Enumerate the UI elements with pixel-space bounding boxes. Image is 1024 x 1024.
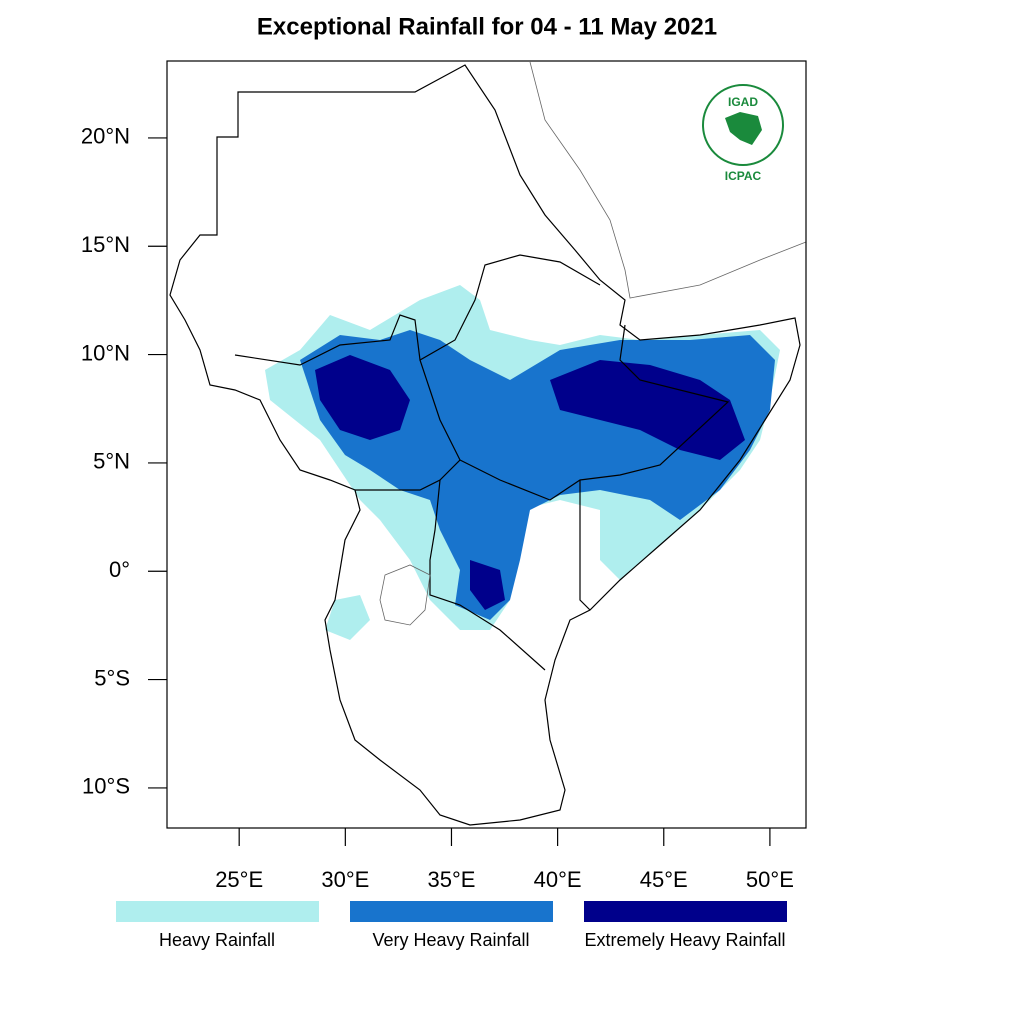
x-tick-label: 30°E <box>321 867 369 892</box>
legend-swatch <box>116 901 319 922</box>
extremely-heavy-rainfall-area <box>470 560 505 610</box>
extremely-heavy-rainfall-area <box>315 355 410 440</box>
y-tick-label: 15°N <box>81 232 130 257</box>
logo-org: ICPAC <box>725 169 762 183</box>
x-tick-label: 50°E <box>746 867 794 892</box>
country-border <box>355 359 461 491</box>
logo: IGAD ICPAC <box>702 84 784 183</box>
heavy-rainfall-area <box>325 595 370 640</box>
x-tick-label: 40°E <box>534 867 582 892</box>
y-tick-label: 10°S <box>82 774 130 799</box>
logo-africa <box>725 112 762 145</box>
x-tick-label: 45°E <box>640 867 688 892</box>
logo-name: IGAD <box>728 95 758 109</box>
y-tick-label: 5°N <box>93 449 130 474</box>
legend-label: Extremely Heavy Rainfall <box>584 930 785 950</box>
country-border <box>429 479 546 671</box>
coastline <box>169 64 801 826</box>
legend-label: Very Heavy Rainfall <box>372 930 529 950</box>
map-frame <box>166 60 807 829</box>
x-tick-label: 35°E <box>427 867 475 892</box>
lake-outline <box>379 564 431 626</box>
legend-label: Heavy Rainfall <box>159 930 275 950</box>
map-title: Exceptional Rainfall for 04 - 11 May 202… <box>257 13 717 40</box>
y-tick-label: 10°N <box>81 340 130 365</box>
rainfall <box>265 285 780 640</box>
extremely-heavy-rainfall-area <box>550 360 745 460</box>
red-sea-coast <box>529 61 807 299</box>
legend-swatch <box>584 901 787 922</box>
y-tick-label: 0° <box>109 557 130 582</box>
country-border <box>459 324 730 501</box>
borders <box>169 61 807 826</box>
y-tick-label: 20°N <box>81 124 130 149</box>
y-tick-label: 5°S <box>94 665 130 690</box>
legend-swatch <box>350 901 553 922</box>
country-border <box>579 480 591 611</box>
x-tick-label: 25°E <box>215 867 263 892</box>
